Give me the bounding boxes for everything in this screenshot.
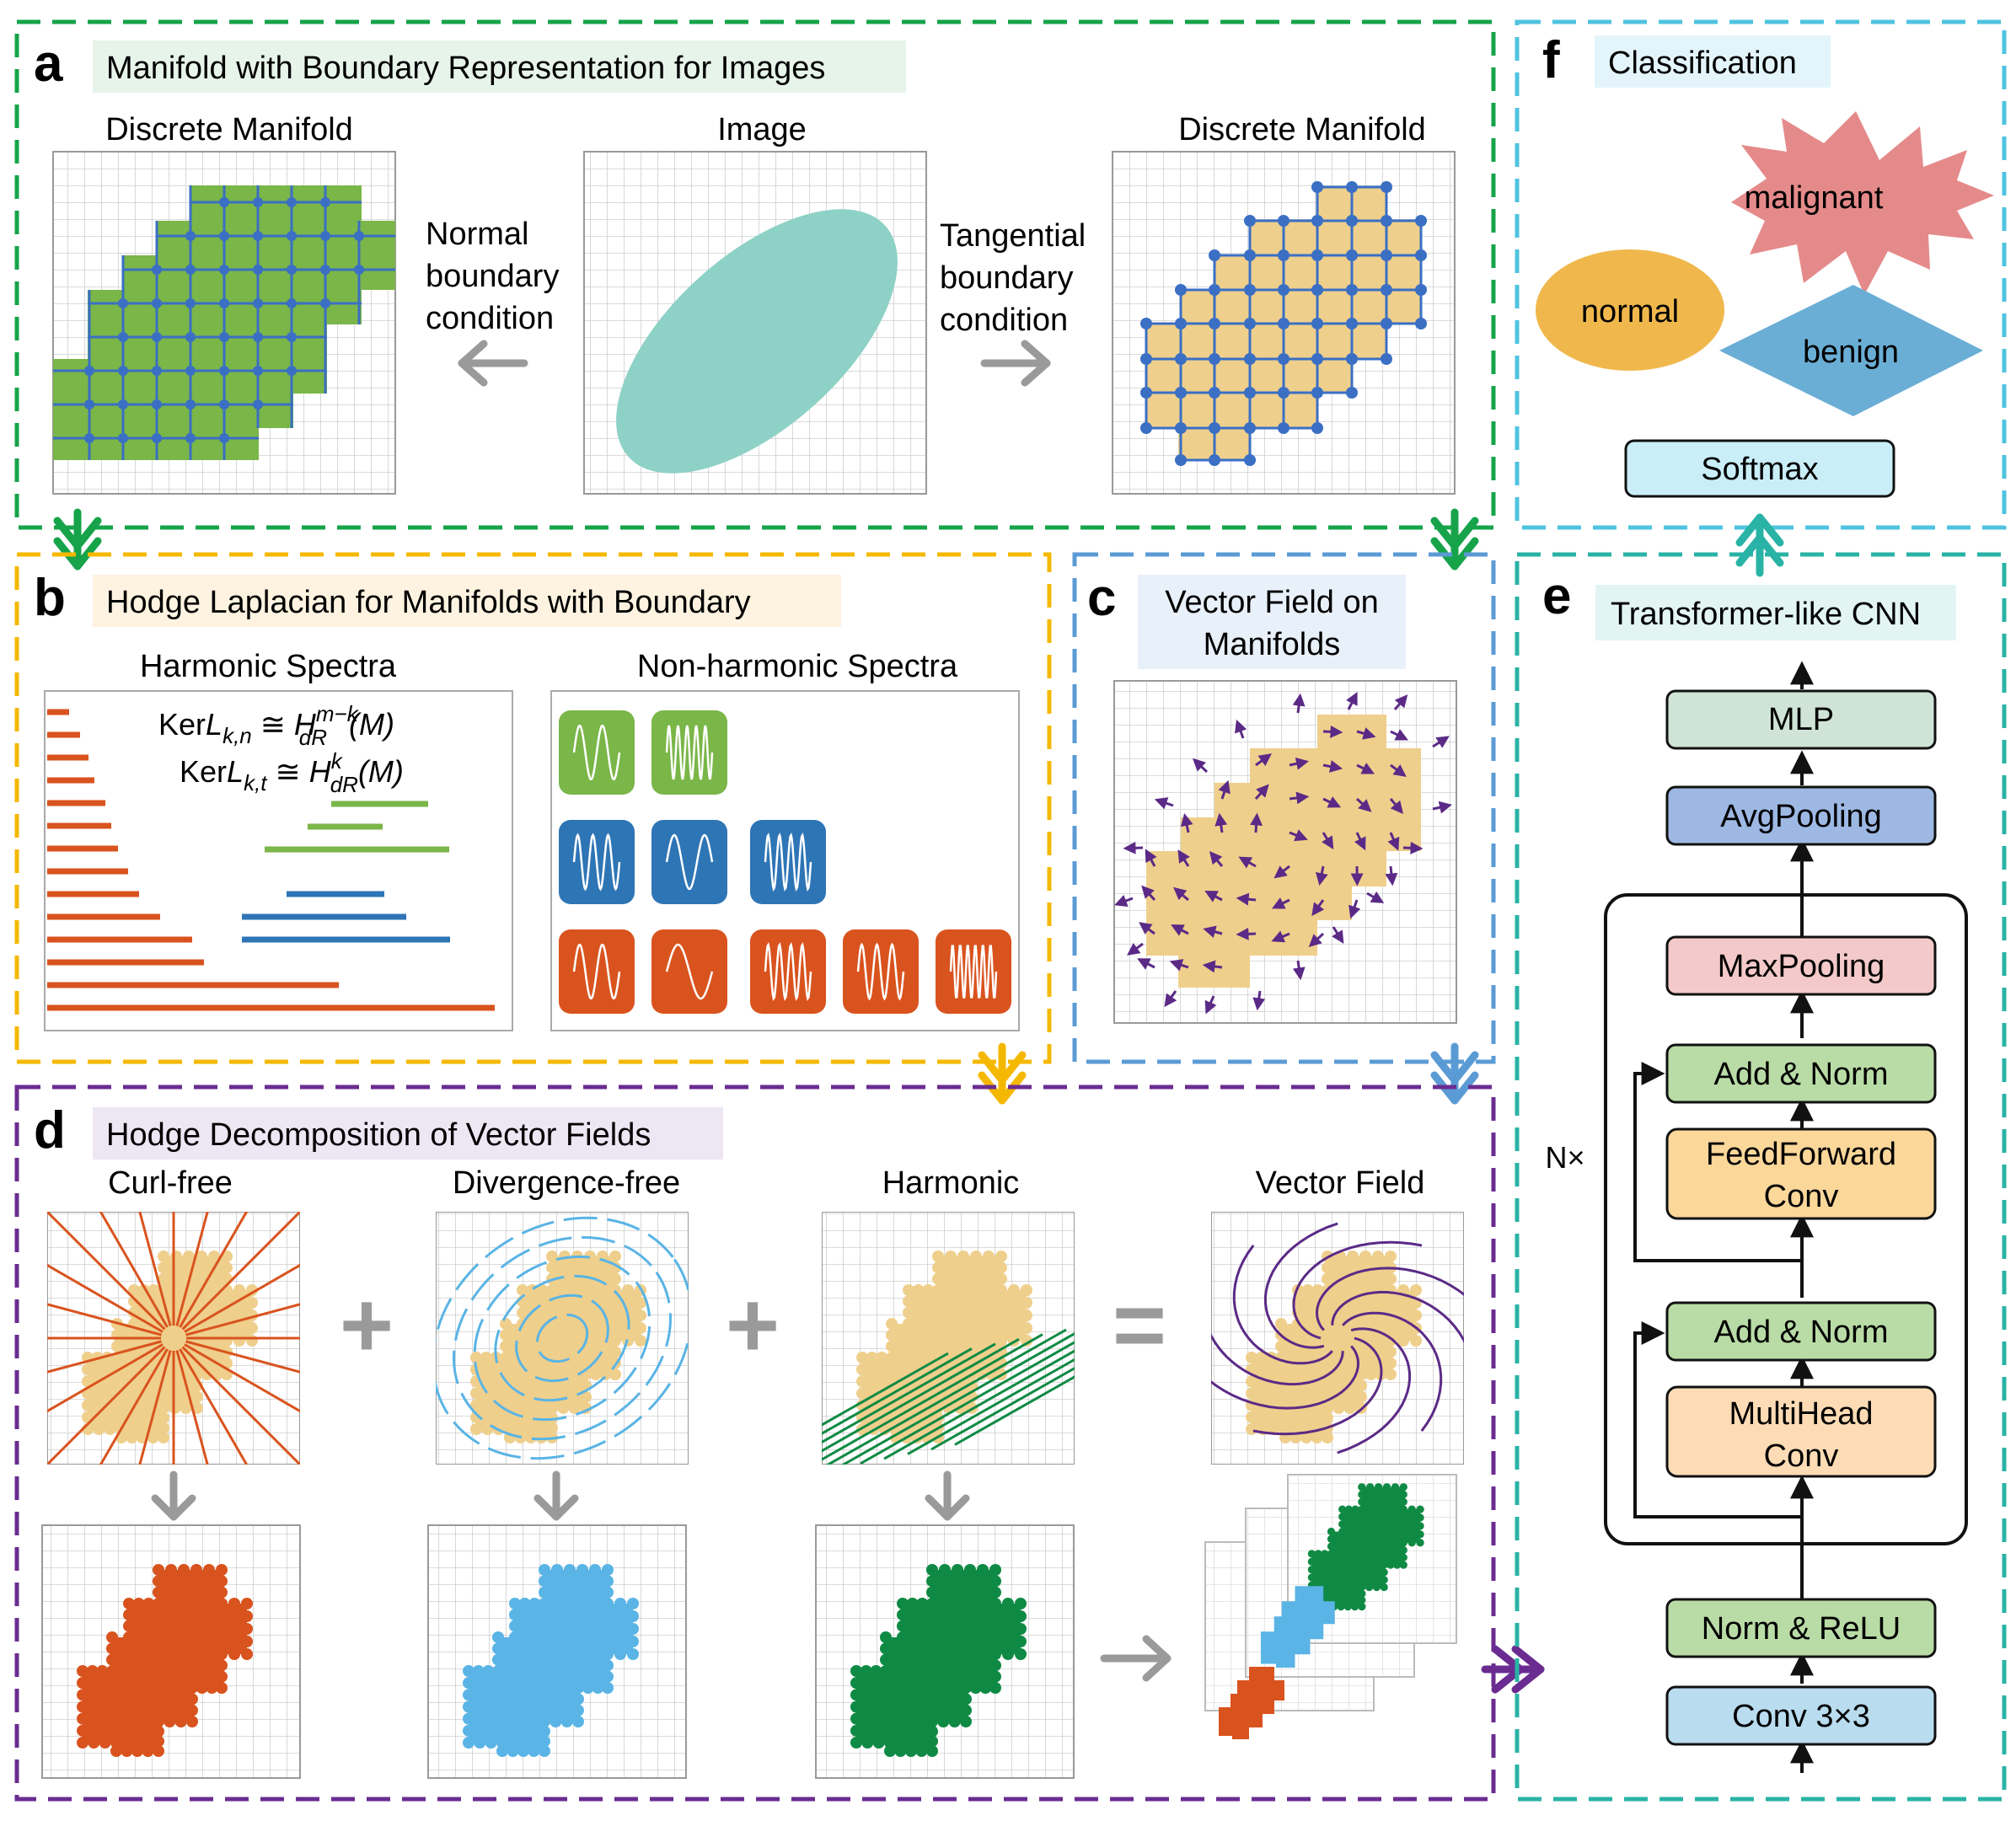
tangential-bc-line3: condition (940, 303, 1068, 338)
label-harmonic-spectra: Harmonic Spectra (140, 649, 397, 684)
tangential-bc-line1: Tangential (940, 218, 1086, 254)
vector-arrow (1242, 898, 1256, 900)
label-image: Image (717, 112, 807, 147)
panel-b-title: Hodge Laplacian for Manifolds with Bound… (106, 585, 751, 620)
arrow-right-icon (984, 344, 1047, 383)
wave-tile (651, 820, 727, 904)
field-grid-2 (386, 1169, 738, 1508)
label-discrete-manifold-right: Discrete Manifold (1178, 112, 1426, 147)
feedforward-conv-label-2: Conv (1764, 1179, 1839, 1214)
repeat-label: N× (1545, 1140, 1584, 1175)
equals-sign: = (1113, 1273, 1166, 1377)
label-divergence-free: Divergence-free (453, 1165, 680, 1201)
arrow-down-icon (1434, 512, 1475, 566)
arrow-down-icon (57, 512, 98, 566)
stacked-manifolds (1205, 1475, 1456, 1739)
multihead-conv-label-1: MultiHead (1729, 1396, 1873, 1432)
vector-arrow (1289, 797, 1303, 799)
mlp-label: MLP (1768, 702, 1834, 737)
panel-a-title: Manifold with Boundary Representation fo… (106, 51, 825, 86)
manifold-result-3 (816, 1525, 1074, 1778)
add-norm-bottom-label: Add & Norm (1714, 1315, 1889, 1350)
arrow-down-icon (538, 1475, 575, 1517)
softmax-label: Softmax (1701, 452, 1818, 487)
panel-b: b Hodge Laplacian for Manifolds with Bou… (17, 554, 1049, 1062)
label-nonharmonic-spectra: Non-harmonic Spectra (637, 649, 958, 684)
panel-e: e Transformer-like CNN N× MLP AvgPooling (1517, 517, 2004, 1799)
normal-bc-line3: condition (426, 301, 554, 336)
label-vector-field: Vector Field (1256, 1165, 1425, 1201)
panel-a-letter: a (34, 35, 63, 93)
panel-c-letter: c (1087, 569, 1116, 627)
plus-sign-2: + (726, 1273, 780, 1377)
harmonic-spectra-box (45, 691, 512, 1031)
multihead-conv-label-2: Conv (1764, 1438, 1839, 1474)
conv-label: Conv 3×3 (1732, 1699, 1870, 1734)
normal-bc-line2: boundary (426, 259, 559, 294)
feedforward-conv-label-1: FeedForward (1706, 1137, 1896, 1172)
manifold-result-2 (428, 1525, 686, 1778)
norm-relu-label: Norm & ReLU (1702, 1611, 1901, 1647)
vector-arrow (1209, 966, 1222, 967)
vector-arrow (1403, 848, 1417, 849)
panel-e-title: Transformer-like CNN (1611, 597, 1921, 632)
panel-a: a Manifold with Boundary Representation … (17, 22, 1493, 566)
vector-arrow (1323, 731, 1337, 732)
field-grid-1 (0, 1157, 355, 1519)
panel-f-title: Classification (1608, 46, 1797, 81)
vector-arrow (1129, 848, 1143, 849)
avgpool-label: AvgPooling (1720, 799, 1882, 834)
panel-d: d Hodge Decomposition of Vector Fields C… (0, 1087, 1541, 1799)
arrow-left-icon (462, 344, 524, 383)
label-harmonic: Harmonic (882, 1165, 1020, 1201)
arrow-right-icon (1104, 1639, 1167, 1678)
maxpool-label: MaxPooling (1718, 949, 1885, 984)
vector-arrow (1242, 934, 1256, 935)
plus-sign-1: + (340, 1273, 394, 1377)
arrow-down-icon (929, 1475, 966, 1517)
class-malignant: malignant (1745, 180, 1884, 216)
label-curl-free: Curl-free (108, 1165, 233, 1201)
panel-d-title: Hodge Decomposition of Vector Fields (106, 1117, 651, 1153)
panel-e-letter: e (1542, 567, 1571, 625)
decomposition-manifolds (42, 1525, 1074, 1778)
arrow-down-icon (1434, 1047, 1475, 1101)
class-normal: normal (1581, 294, 1679, 329)
vector-arrow (1256, 819, 1257, 833)
normal-bc-line1: Normal (426, 217, 528, 252)
arrow-down-icon (982, 1047, 1022, 1101)
panel-b-letter: b (34, 569, 66, 627)
vector-arrow (1391, 866, 1392, 880)
vector-arrow (1298, 699, 1300, 713)
manifold-result-1 (42, 1525, 300, 1778)
panel-c: c Vector Field on Manifolds (982, 554, 1493, 1101)
panel-c-title-line2: Manifolds (1204, 627, 1341, 662)
label-discrete-manifold-left: Discrete Manifold (105, 112, 353, 147)
panel-d-letter: d (34, 1101, 66, 1160)
arrow-down-icon (155, 1475, 192, 1517)
field-grid-4 (1201, 1212, 1473, 1465)
tangential-bc-line2: boundary (940, 260, 1073, 296)
panel-c-title-line1: Vector Field on (1165, 585, 1378, 620)
panel-f-letter: f (1542, 31, 1560, 89)
panel-f: f Classification malignant normal benign… (1517, 22, 2004, 528)
class-benign: benign (1803, 335, 1899, 370)
add-norm-top-label: Add & Norm (1714, 1057, 1889, 1092)
